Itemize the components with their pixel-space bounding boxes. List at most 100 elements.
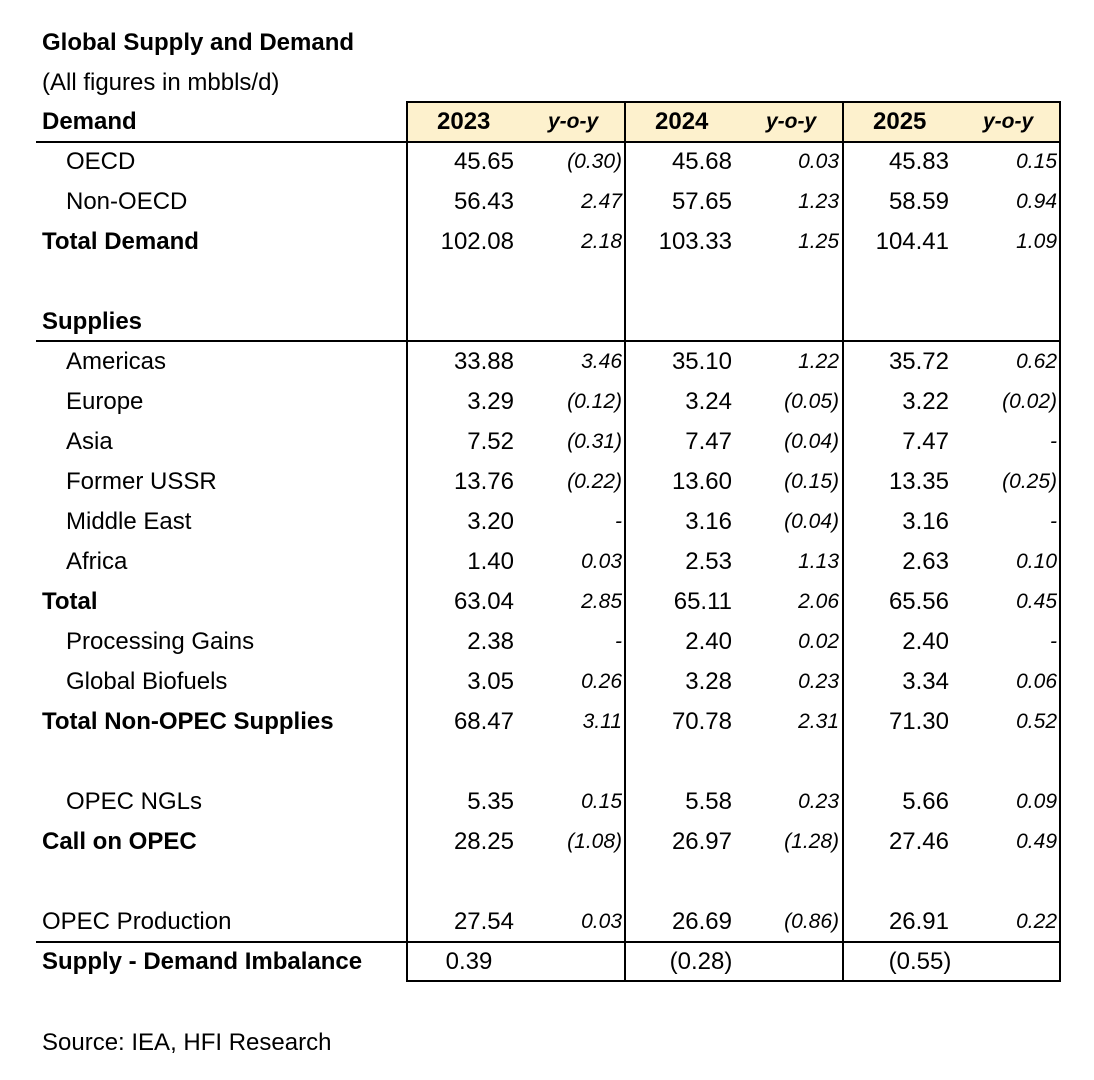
cell-2024-yoy: 1.13 <box>798 550 839 573</box>
cell-2025-value: 3.22 <box>902 388 949 415</box>
cell-2024-value: 7.47 <box>685 428 732 455</box>
table-row: OECD 45.65 (0.30) 45.68 0.03 45.83 0.15 <box>0 142 1094 182</box>
table-row <box>0 862 1094 902</box>
cell-2025-value: 65.56 <box>888 588 949 615</box>
units-subtitle: (All figures in mbbls/d) <box>42 69 280 96</box>
cell-2025-yoy: 0.15 <box>1016 150 1057 173</box>
row-label: Processing Gains <box>66 628 255 655</box>
cell-2024-yoy: 1.25 <box>798 230 839 253</box>
row-label: Call on OPEC <box>42 828 197 855</box>
source-note: Source: IEA, HFI Research <box>42 1029 332 1056</box>
table-row: Processing Gains 2.38 - 2.40 0.02 2.40 - <box>0 622 1094 662</box>
table-row: Supplies <box>0 302 1094 342</box>
header-band <box>407 102 1061 142</box>
cell-2023-value: 28.25 <box>453 828 514 855</box>
cell-2023-value: 13.76 <box>453 468 514 495</box>
cell-2025-yoy: - <box>1050 630 1057 653</box>
cell-2024-yoy: (0.05) <box>784 390 839 413</box>
grid-line-top <box>407 101 1061 103</box>
cell-2025-yoy: 0.52 <box>1016 710 1057 733</box>
table-title: Global Supply and Demand <box>42 29 355 56</box>
grid-line-bottom <box>407 980 1061 982</box>
cell-2023-yoy: (1.08) <box>567 830 622 853</box>
row-label: Total Non-OPEC Supplies <box>42 708 334 735</box>
cell-2025-value: 5.66 <box>902 788 949 815</box>
cell-2025-yoy: 0.49 <box>1016 830 1057 853</box>
cell-2023-yoy: (0.12) <box>567 390 622 413</box>
cell-2025-yoy: 1.09 <box>1016 230 1057 253</box>
row-label: Europe <box>66 388 144 415</box>
grid-line-2023-2024 <box>624 101 626 982</box>
cell-2023-yoy: (0.30) <box>567 150 622 173</box>
cell-2024-value: 13.60 <box>671 468 732 495</box>
cell-2023-value: 7.52 <box>467 428 514 455</box>
cell-2023-value: 45.65 <box>453 148 514 175</box>
cell-2023-value: 68.47 <box>453 708 514 735</box>
imbalance-2025: (0.55) <box>888 948 952 975</box>
cell-2025-yoy: 0.06 <box>1016 670 1057 693</box>
cell-2023-value: 5.35 <box>467 788 514 815</box>
cell-2025-value: 7.47 <box>902 428 949 455</box>
year-2025-header: 2025 <box>873 108 927 135</box>
cell-2025-value: 58.59 <box>888 188 949 215</box>
cell-2025-yoy: 0.22 <box>1016 910 1057 933</box>
cell-2025-yoy: - <box>1050 430 1057 453</box>
cell-2024-yoy: 0.23 <box>798 670 839 693</box>
cell-2025-yoy: 0.10 <box>1016 550 1057 573</box>
cell-2024-yoy: 0.03 <box>798 150 839 173</box>
cell-2024-yoy: (0.86) <box>784 910 839 933</box>
cell-2025-value: 27.46 <box>888 828 949 855</box>
cell-2025-yoy: 0.62 <box>1016 350 1057 373</box>
grid-line-imbalance-top <box>36 941 1061 943</box>
cell-2024-value: 5.58 <box>685 788 732 815</box>
cell-2023-yoy: 2.18 <box>581 230 622 253</box>
cell-2025-yoy: (0.25) <box>1002 470 1057 493</box>
cell-2023-yoy: 2.85 <box>581 590 622 613</box>
cell-2025-value: 2.40 <box>902 628 949 655</box>
cell-2023-value: 102.08 <box>440 228 514 255</box>
cell-2025-value: 3.34 <box>902 668 949 695</box>
table-row: Call on OPEC 28.25 (1.08) 26.97 (1.28) 27.46 0… <box>0 822 1094 862</box>
cell-2024-value: 2.40 <box>685 628 732 655</box>
cell-2025-value: 45.83 <box>888 148 949 175</box>
cell-2024-yoy: (0.04) <box>784 430 839 453</box>
imbalance-2023: 0.39 <box>445 948 493 975</box>
cell-2025-value: 104.41 <box>875 228 949 255</box>
cell-2023-value: 27.54 <box>453 908 514 935</box>
grid-line-header-bottom <box>36 141 1061 143</box>
row-label: OECD <box>66 148 136 175</box>
cell-2023-value: 2.38 <box>467 628 514 655</box>
cell-2024-yoy: 2.06 <box>798 590 839 613</box>
cell-2025-value: 3.16 <box>902 508 949 535</box>
row-label: Americas <box>66 348 167 375</box>
row-label: Supplies <box>42 308 143 335</box>
table-row: Total Non-OPEC Supplies 68.47 3.11 70.78 2.3… <box>0 702 1094 742</box>
cell-2024-value: 35.10 <box>671 348 732 375</box>
cell-2024-yoy: (1.28) <box>784 830 839 853</box>
cell-2025-value: 35.72 <box>888 348 949 375</box>
cell-2023-yoy: 2.47 <box>581 190 622 213</box>
cell-2025-value: 13.35 <box>888 468 949 495</box>
table-row: Africa 1.40 0.03 2.53 1.13 2.63 0.10 <box>0 542 1094 582</box>
cell-2023-yoy: (0.31) <box>567 430 622 453</box>
cell-2024-yoy: 1.22 <box>798 350 839 373</box>
cell-2025-yoy: (0.02) <box>1002 390 1057 413</box>
cell-2023-yoy: 0.03 <box>581 550 622 573</box>
cell-2024-value: 26.97 <box>671 828 732 855</box>
grid-line-supplies <box>36 340 1061 342</box>
cell-2023-value: 56.43 <box>453 188 514 215</box>
cell-2024-yoy: 2.31 <box>798 710 839 733</box>
row-label: Non-OECD <box>66 188 188 215</box>
cell-2024-value: 3.24 <box>685 388 732 415</box>
cell-2023-value: 3.29 <box>467 388 514 415</box>
table-row: Asia 7.52 (0.31) 7.47 (0.04) 7.47 - <box>0 422 1094 462</box>
year-2023-header: 2023 <box>437 108 491 135</box>
table-row: Europe 3.29 (0.12) 3.24 (0.05) 3.22 (0.02) <box>0 382 1094 422</box>
cell-2023-value: 3.05 <box>467 668 514 695</box>
cell-2024-yoy: 1.23 <box>798 190 839 213</box>
cell-2025-yoy: 0.94 <box>1016 190 1057 213</box>
cell-2023-yoy: 0.15 <box>581 790 622 813</box>
cell-2024-value: 65.11 <box>673 588 732 615</box>
cell-2025-yoy: - <box>1050 510 1057 533</box>
cell-2025-yoy: 0.09 <box>1016 790 1057 813</box>
